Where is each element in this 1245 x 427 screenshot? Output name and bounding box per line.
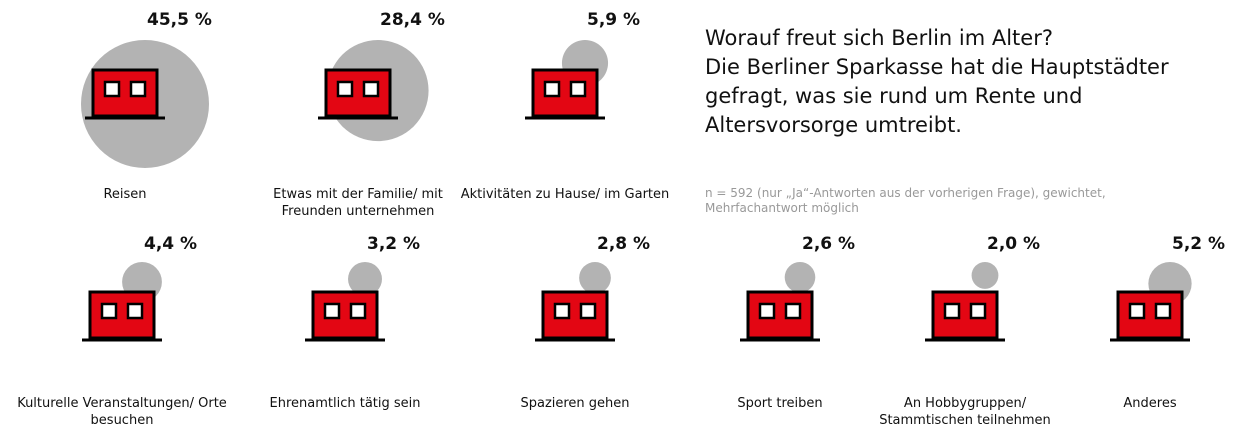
category-label: Reisen — [15, 186, 235, 203]
icon-detail — [571, 82, 585, 96]
value-label: 2,8 % — [597, 234, 650, 254]
value-label: 5,9 % — [587, 10, 640, 30]
bubble — [579, 262, 611, 294]
icon-detail — [786, 304, 800, 318]
chart-subtitle: Die Berliner Sparkasse hat die Hauptstäd… — [705, 53, 1235, 140]
icon-detail — [102, 304, 116, 318]
icon-detail — [105, 82, 119, 96]
category-label: Spazieren gehen — [465, 395, 685, 412]
category-label: Kulturelle Veranstaltungen/ Orte besuche… — [12, 395, 232, 427]
icon-detail — [338, 82, 352, 96]
icon-detail — [351, 304, 365, 318]
icon-detail — [131, 82, 145, 96]
category-label: Anderes — [1040, 395, 1245, 412]
icon-detail — [555, 304, 569, 318]
value-label: 2,6 % — [802, 234, 855, 254]
icon-detail — [971, 304, 985, 318]
icon-body — [93, 70, 157, 116]
value-label: 4,4 % — [144, 234, 197, 254]
title-block: Worauf freut sich Berlin im Alter? Die B… — [705, 24, 1235, 140]
icon-detail — [325, 304, 339, 318]
icon-body — [933, 292, 997, 338]
icon-body — [1118, 292, 1182, 338]
value-label: 5,2 % — [1172, 234, 1225, 254]
icon-detail — [545, 82, 559, 96]
icon-body — [326, 70, 390, 116]
category-label: Etwas mit der Familie/ mit Freunden unte… — [248, 186, 468, 220]
icon-body — [533, 70, 597, 116]
icon-detail — [760, 304, 774, 318]
value-label: 28,4 % — [380, 10, 445, 30]
bubble — [785, 262, 816, 293]
icon-body — [543, 292, 607, 338]
value-label: 3,2 % — [367, 234, 420, 254]
infographic: Worauf freut sich Berlin im Alter? Die B… — [0, 0, 1245, 427]
value-label: 2,0 % — [987, 234, 1040, 254]
bubble — [972, 262, 999, 289]
category-label: Ehrenamtlich tätig sein — [235, 395, 455, 412]
note: n = 592 (nur „Ja“-Antworten aus der vorh… — [705, 186, 1205, 216]
chart-title: Worauf freut sich Berlin im Alter? — [705, 24, 1235, 53]
icon-detail — [128, 304, 142, 318]
icon-detail — [364, 82, 378, 96]
icon-detail — [1130, 304, 1144, 318]
icon-detail — [581, 304, 595, 318]
icon-body — [90, 292, 154, 338]
icon-detail — [1156, 304, 1170, 318]
category-label: Aktivitäten zu Hause/ im Garten — [455, 186, 675, 203]
icon-body — [748, 292, 812, 338]
icon-detail — [945, 304, 959, 318]
value-label: 45,5 % — [147, 10, 212, 30]
icon-body — [313, 292, 377, 338]
